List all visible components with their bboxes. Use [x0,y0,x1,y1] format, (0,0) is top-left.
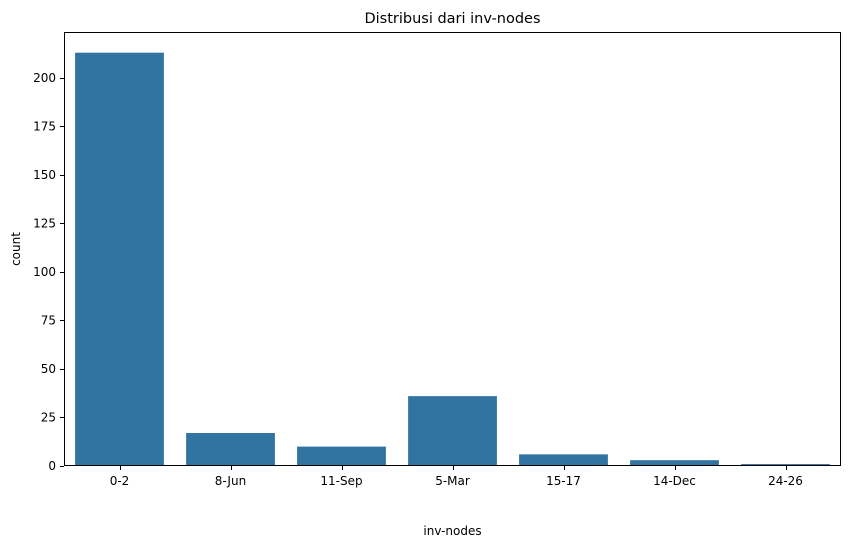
y-tick-label: 0 [48,459,56,473]
y-tick-label: 125 [33,216,56,230]
y-axis-label: count [9,232,23,266]
bar-5-Mar [408,396,497,466]
y-tick-label: 25 [41,410,56,424]
bar-0-2 [75,52,164,467]
y-axis-ticks: 0 25 50 75 100 125 150 175 200 [33,71,64,473]
y-tick-label: 75 [41,313,56,327]
x-tick-label: 14-Dec [653,474,696,488]
bar-11-Sep [297,446,386,466]
x-axis-label: inv-nodes [423,524,481,538]
x-tick-label: 24-26 [768,474,803,488]
bar-8-Jun [186,433,275,466]
x-tick-label: 8-Jun [215,474,246,488]
y-tick-label: 50 [41,362,56,376]
x-axis-ticks: 0-2 8-Jun 11-Sep 5-Mar 15-17 14-Dec 24-26 [110,466,803,488]
x-tick-label: 15-17 [546,474,581,488]
y-tick-label: 100 [33,265,56,279]
x-tick-label: 5-Mar [435,474,470,488]
y-tick-label: 150 [33,168,56,182]
y-tick-label: 200 [33,71,56,85]
y-tick-label: 175 [33,119,56,133]
chart-title: Distribusi dari inv-nodes [364,11,540,27]
bar-15-17 [519,454,608,466]
bar-14-Dec [630,460,719,466]
bars-group [75,52,830,467]
x-tick-label: 0-2 [110,474,130,488]
x-tick-label: 11-Sep [320,474,362,488]
